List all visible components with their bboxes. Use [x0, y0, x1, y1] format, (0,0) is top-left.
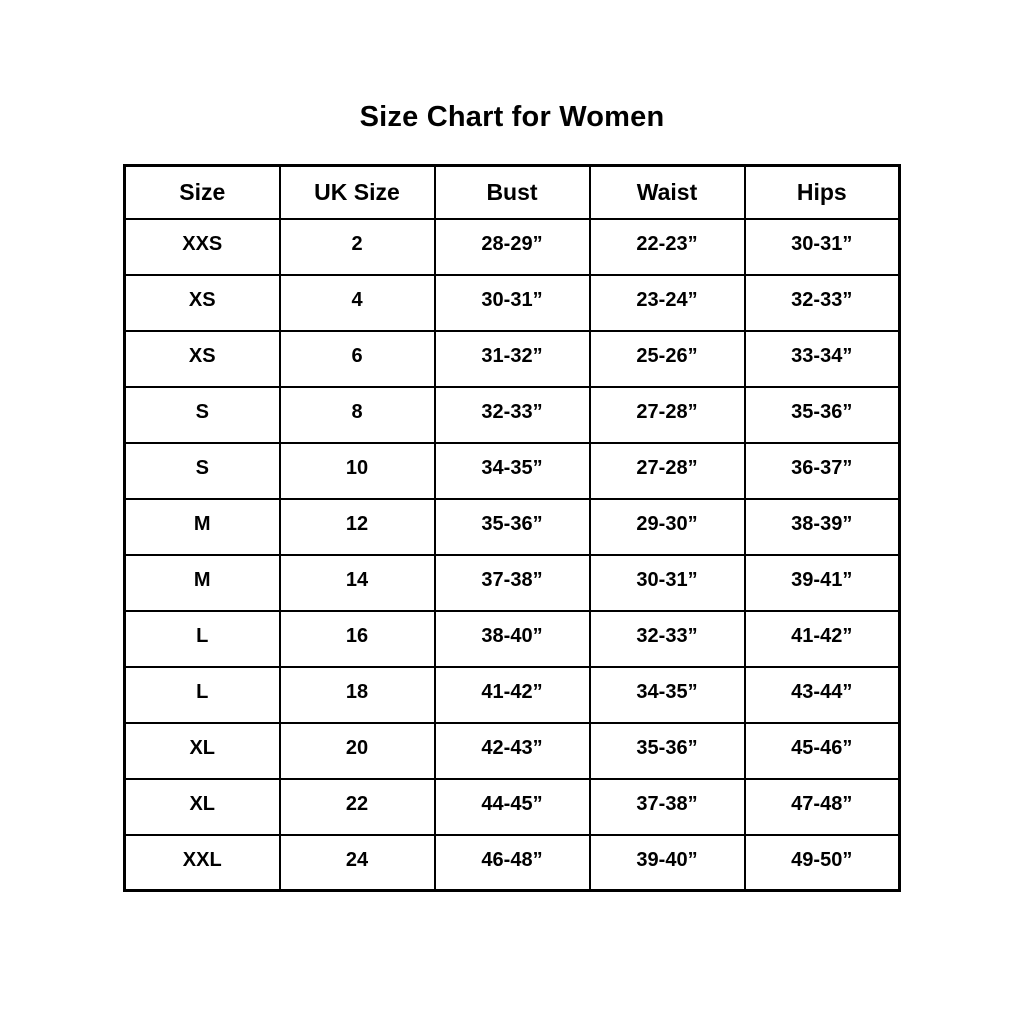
table-cell: 14 [278, 553, 436, 612]
table-cell: 6 [278, 329, 436, 388]
table-row: L 16 38-40” 32-33” 41-42” [123, 609, 901, 668]
table-cell: 34-35” [588, 665, 746, 724]
table-row: M 12 35-36” 29-30” 38-39” [123, 497, 901, 556]
table-cell: 30-31” [588, 553, 746, 612]
table-cell: 38-40” [433, 609, 591, 668]
table-cell: 47-48” [743, 777, 901, 836]
table-cell: L [123, 609, 281, 668]
table-row: S 10 34-35” 27-28” 36-37” [123, 441, 901, 500]
table-cell: 20 [278, 721, 436, 780]
table-cell: 16 [278, 609, 436, 668]
table-cell: 23-24” [588, 273, 746, 332]
table-cell: 43-44” [743, 665, 901, 724]
column-header-hips: Hips [743, 164, 901, 220]
size-chart-table: Size UK Size Bust Waist Hips XXS 2 28-29” 2… [123, 164, 901, 892]
table-row: L 18 41-42” 34-35” 43-44” [123, 665, 901, 724]
table-cell: 32-33” [588, 609, 746, 668]
table-cell: 44-45” [433, 777, 591, 836]
column-header-waist: Waist [588, 164, 746, 220]
table-cell: 27-28” [588, 385, 746, 444]
table-cell: L [123, 665, 281, 724]
table-row: XS 4 30-31” 23-24” 32-33” [123, 273, 901, 332]
table-cell: 22-23” [588, 217, 746, 276]
table-cell: 10 [278, 441, 436, 500]
table-cell: 27-28” [588, 441, 746, 500]
table-cell: 46-48” [433, 833, 591, 892]
table-row: XL 20 42-43” 35-36” 45-46” [123, 721, 901, 780]
table-cell: 4 [278, 273, 436, 332]
table-cell: 39-41” [743, 553, 901, 612]
table-header: Size UK Size Bust Waist Hips [123, 164, 901, 220]
table-cell: 38-39” [743, 497, 901, 556]
table-cell: 32-33” [743, 273, 901, 332]
table-cell: 28-29” [433, 217, 591, 276]
table-cell: S [123, 385, 281, 444]
table-cell: 35-36” [743, 385, 901, 444]
table-row: XXS 2 28-29” 22-23” 30-31” [123, 217, 901, 276]
table-cell: 22 [278, 777, 436, 836]
column-header-bust: Bust [433, 164, 591, 220]
table-row: XL 22 44-45” 37-38” 47-48” [123, 777, 901, 836]
table-cell: 25-26” [588, 329, 746, 388]
table-row: M 14 37-38” 30-31” 39-41” [123, 553, 901, 612]
table-cell: 2 [278, 217, 436, 276]
table-cell: 35-36” [433, 497, 591, 556]
table-cell: 24 [278, 833, 436, 892]
table-row: S 8 32-33” 27-28” 35-36” [123, 385, 901, 444]
table-cell: XS [123, 273, 281, 332]
table-cell: 32-33” [433, 385, 591, 444]
table-cell: 35-36” [588, 721, 746, 780]
table-row: XS 6 31-32” 25-26” 33-34” [123, 329, 901, 388]
table-cell: 42-43” [433, 721, 591, 780]
table-cell: 49-50” [743, 833, 901, 892]
page-title: Size Chart for Women [359, 101, 665, 133]
table-cell: 45-46” [743, 721, 901, 780]
table-cell: M [123, 497, 281, 556]
table-cell: 8 [278, 385, 436, 444]
table-cell: 39-40” [588, 833, 746, 892]
table-body: XXS 2 28-29” 22-23” 30-31” XS 4 30-31” 23-24” 32-… [123, 217, 901, 892]
table-header-row: Size UK Size Bust Waist Hips [123, 164, 901, 220]
table-cell: XL [123, 721, 281, 780]
table-cell: XXL [123, 833, 281, 892]
table-cell: 33-34” [743, 329, 901, 388]
table-cell: M [123, 553, 281, 612]
table-cell: XL [123, 777, 281, 836]
column-header-size: Size [123, 164, 281, 220]
column-header-uk-size: UK Size [278, 164, 436, 220]
table-cell: 37-38” [433, 553, 591, 612]
table-row: XXL 24 46-48” 39-40” 49-50” [123, 833, 901, 892]
table-cell: S [123, 441, 281, 500]
table-cell: 41-42” [433, 665, 591, 724]
table-cell: 34-35” [433, 441, 591, 500]
table-cell: XXS [123, 217, 281, 276]
table-cell: 29-30” [588, 497, 746, 556]
table-cell: 30-31” [743, 217, 901, 276]
table-cell: 18 [278, 665, 436, 724]
table-cell: 12 [278, 497, 436, 556]
table-cell: 41-42” [743, 609, 901, 668]
table-cell: 36-37” [743, 441, 901, 500]
table-cell: XS [123, 329, 281, 388]
table-cell: 30-31” [433, 273, 591, 332]
table-cell: 31-32” [433, 329, 591, 388]
table-cell: 37-38” [588, 777, 746, 836]
